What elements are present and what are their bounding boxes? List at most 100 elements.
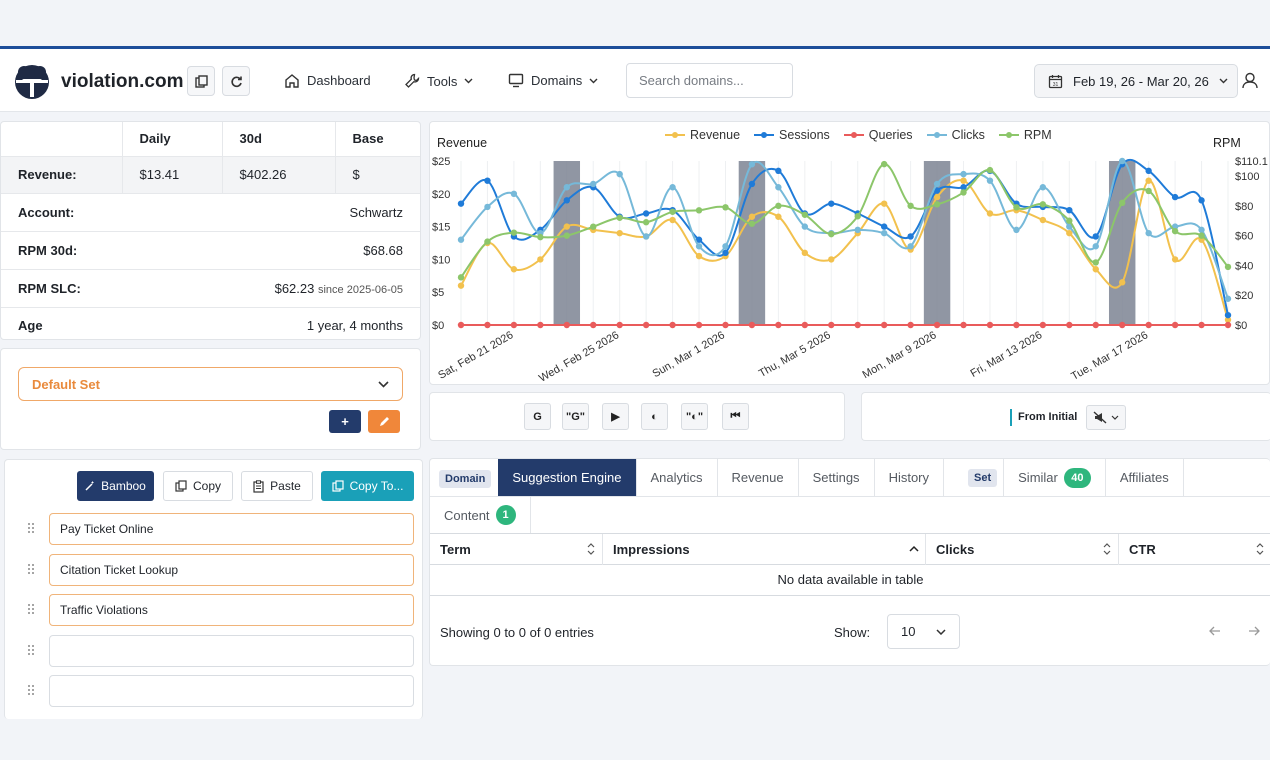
data-point-revenue [828, 256, 835, 263]
tab-suggestion-engine[interactable]: Suggestion Engine [498, 459, 637, 496]
col-impressions[interactable]: Impressions [603, 534, 926, 565]
page-size-select[interactable]: 10 [887, 614, 960, 649]
edit-set-button[interactable] [368, 410, 400, 433]
data-point-clicks [854, 226, 861, 234]
data-point-clicks [484, 203, 491, 211]
data-point-rpm [1145, 187, 1152, 195]
bamboo-button[interactable]: Bamboo [77, 471, 154, 501]
add-set-button[interactable]: + [329, 410, 361, 433]
tab-similar[interactable]: Similar 40 [1004, 459, 1106, 496]
keyword-input[interactable]: Pay Ticket Online [49, 513, 414, 545]
duckduckgo-button[interactable]: ◐ [641, 403, 668, 430]
drag-handle-icon[interactable] [27, 684, 35, 696]
chevron-down-icon [1219, 78, 1228, 84]
bing-button[interactable]: ▶ [602, 403, 629, 430]
sort-icon [1103, 543, 1111, 555]
data-point-sessions [563, 197, 570, 204]
data-point-queries [510, 321, 518, 329]
from-initial-label[interactable]: From Initial [1010, 409, 1077, 426]
tab-content[interactable]: Content 1 [430, 497, 531, 533]
tab-settings[interactable]: Settings [799, 459, 875, 496]
col-ctr[interactable]: CTR [1119, 534, 1270, 565]
pencil-icon [379, 417, 389, 426]
calendar-icon: 31 [1048, 74, 1063, 88]
duckduckgo-exact-button[interactable]: "◐" [681, 403, 708, 430]
google-exact-button[interactable]: "G" [562, 403, 589, 430]
col-clicks-label: Clicks [936, 542, 975, 557]
data-point-sessions [695, 236, 703, 243]
refresh-button[interactable] [222, 66, 250, 96]
x-tick-label: Mon, Mar 9 2026 [861, 329, 939, 381]
google-search-button[interactable]: G [524, 403, 551, 430]
data-point-queries [1119, 321, 1126, 329]
data-point-queries [1092, 321, 1099, 329]
user-icon[interactable] [1242, 72, 1258, 89]
legend-marker [665, 132, 685, 138]
nav-domains[interactable]: Domains [508, 73, 598, 88]
nav-tools[interactable]: Tools [404, 73, 473, 89]
x-tick-label: Tue, Mar 17 2026 [1069, 329, 1150, 383]
data-point-revenue [986, 210, 994, 217]
next-page-icon[interactable] [1248, 626, 1260, 636]
set-select[interactable]: Default Set [18, 367, 403, 401]
data-point-sessions [1092, 233, 1099, 240]
stats-corner [1, 122, 122, 157]
drag-handle-icon[interactable] [27, 563, 35, 575]
rewind-button[interactable]: ⏮ [722, 403, 749, 430]
data-point-queries [748, 321, 756, 329]
keyword-input[interactable] [49, 634, 414, 667]
data-point-clicks [669, 184, 676, 191]
keyword-row [5, 634, 425, 667]
prev-page-icon[interactable] [1209, 626, 1221, 636]
legend-item[interactable]: Clicks [926, 128, 985, 142]
legend-label: RPM [1023, 128, 1052, 142]
data-point-revenue [1224, 316, 1232, 323]
legend-item[interactable]: Revenue [665, 128, 740, 142]
rpmslc-row: RPM SLC: $62.23 since 2025-06-05 [1, 269, 420, 308]
y-right-tick-label: $20 [1235, 290, 1253, 302]
brand-name[interactable]: violation.com [61, 71, 184, 92]
copy-keywords-button[interactable]: Copy [163, 471, 233, 501]
legend-item[interactable]: Sessions [754, 128, 830, 142]
copy-domain-button[interactable] [187, 66, 215, 96]
data-point-rpm [590, 223, 597, 230]
drag-handle-icon[interactable] [27, 522, 35, 534]
y-left-tick-label: $25 [432, 156, 450, 168]
drag-handle-icon[interactable] [27, 644, 35, 656]
date-range-picker[interactable]: 31 Feb 19, 26 - Mar 20, 26 [1034, 64, 1238, 98]
tab-analytics[interactable]: Analytics [637, 459, 718, 496]
data-point-rpm [722, 204, 729, 211]
copy-to-button[interactable]: Copy To... [321, 471, 414, 501]
data-point-rpm [907, 202, 914, 210]
paste-keywords-button[interactable]: Paste [241, 471, 313, 501]
data-point-revenue [748, 213, 756, 220]
data-point-rpm [1039, 201, 1047, 208]
legend-item[interactable]: RPM [998, 128, 1052, 142]
col-clicks[interactable]: Clicks [926, 534, 1119, 565]
search-input[interactable] [626, 63, 793, 98]
keyword-input[interactable]: Traffic Violations [49, 594, 414, 626]
legend-item[interactable]: Queries [843, 128, 913, 142]
keyword-input[interactable] [49, 675, 414, 707]
keyword-input[interactable]: Citation Ticket Lookup [49, 553, 414, 586]
data-point-rpm [1013, 204, 1020, 211]
drag-handle-icon[interactable] [27, 603, 35, 615]
data-point-queries [775, 321, 782, 329]
data-point-rpm [457, 274, 465, 281]
y-left-tick-label: $20 [432, 189, 450, 201]
col-daily: Daily [121, 122, 222, 157]
nav-dashboard-label: Dashboard [307, 73, 371, 88]
compare-mode-select[interactable] [1086, 405, 1126, 430]
data-point-sessions [960, 184, 967, 191]
tab-revenue[interactable]: Revenue [718, 459, 799, 496]
account-label: Account: [1, 193, 122, 232]
age-value: 1 year, 4 months [306, 318, 403, 334]
tab-history[interactable]: History [875, 459, 945, 496]
nav-dashboard[interactable]: Dashboard [284, 73, 371, 88]
data-point-revenue [1066, 229, 1073, 237]
col-term[interactable]: Term [430, 534, 603, 565]
tab-affiliates[interactable]: Affiliates [1106, 459, 1184, 496]
rpmslc-label: RPM SLC: [1, 269, 122, 308]
y-right-tick-label: $80 [1235, 201, 1253, 213]
data-point-rpm [669, 208, 676, 215]
